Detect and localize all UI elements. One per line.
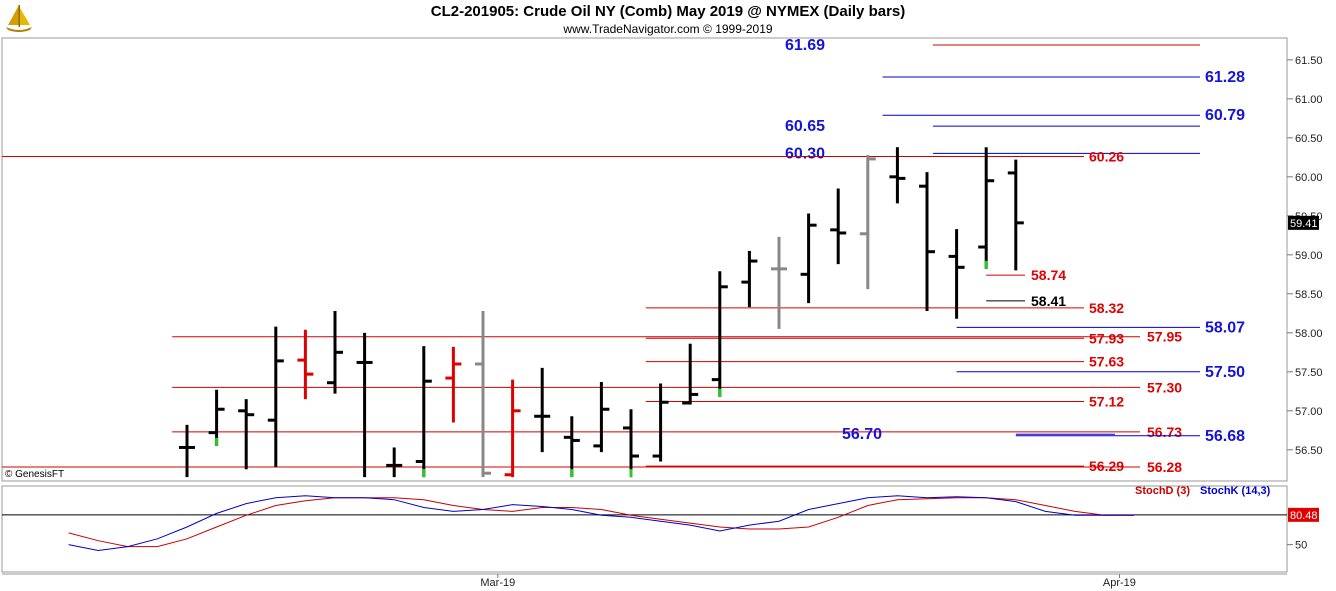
level-label-57-93: 57.93 [1089,330,1124,346]
level-label-58-74: 58.74 [1031,267,1066,283]
price-tick-label: 61.00 [1295,94,1323,106]
level-label-57-63: 57.63 [1089,354,1124,370]
level-label-60-79: 60.79 [1205,107,1245,124]
price-tick-label: 60.00 [1295,172,1323,184]
stoch-line-k [68,495,1135,552]
level-label-57-30: 57.30 [1147,379,1182,395]
last-price-label: 59.41 [1290,218,1318,230]
level-label-56-73: 56.73 [1147,424,1182,440]
chart-subtitle: www.TradeNavigator.com © 1999-2019 [563,22,773,36]
level-label-60-26: 60.26 [1089,149,1124,165]
stoch-tick-label: 50 [1295,540,1307,552]
last-price-box [1288,215,1319,230]
stoch-panel-frame [1,485,1288,573]
x-tick-label: Apr-19 [1103,577,1136,589]
level-label-60-30: 60.30 [785,145,825,162]
level-label-57-12: 57.12 [1089,393,1124,409]
level-label-58-32: 58.32 [1089,300,1124,316]
level-label-56-29: 56.29 [1089,458,1124,474]
level-label-57-50: 57.50 [1205,364,1245,381]
price-tick-label: 58.50 [1295,289,1323,301]
level-label-56-70: 56.70 [842,426,882,443]
legend-stochk: StochK (14,3) [1200,485,1271,497]
stoch-last-label: 80.48 [1290,510,1318,522]
chart-title: CL2-201905: Crude Oil NY (Comb) May 2019… [430,3,906,20]
legend-stochd: StochD (3) [1135,485,1190,497]
genesis-watermark: © GenesisFT [5,469,64,480]
stoch-last-box [1288,507,1319,522]
level-label-60-65: 60.65 [785,118,825,135]
price-tick-label: 59.00 [1295,250,1323,262]
price-tick-label: 58.00 [1295,328,1323,340]
price-tick-label: 60.50 [1295,133,1323,145]
level-label-61-69: 61.69 [785,37,825,54]
level-label-56-28: 56.28 [1147,459,1182,475]
price-tick-label: 57.00 [1295,406,1323,418]
x-tick-label: Mar-19 [480,577,515,589]
level-label-58-41: 58.41 [1031,293,1066,309]
price-tick-label: 57.50 [1295,367,1323,379]
price-tick-label: 56.50 [1295,445,1323,457]
level-label-61-28: 61.28 [1205,69,1245,86]
level-label-58-07: 58.07 [1205,319,1245,336]
sailboat-logo-icon [4,3,34,33]
level-label-57-95: 57.95 [1147,329,1182,345]
stoch-line-d [68,497,1135,548]
price-panel-frame [1,37,1288,482]
price-tick-label: 61.50 [1295,55,1323,67]
level-label-56-68: 56.68 [1205,428,1245,445]
